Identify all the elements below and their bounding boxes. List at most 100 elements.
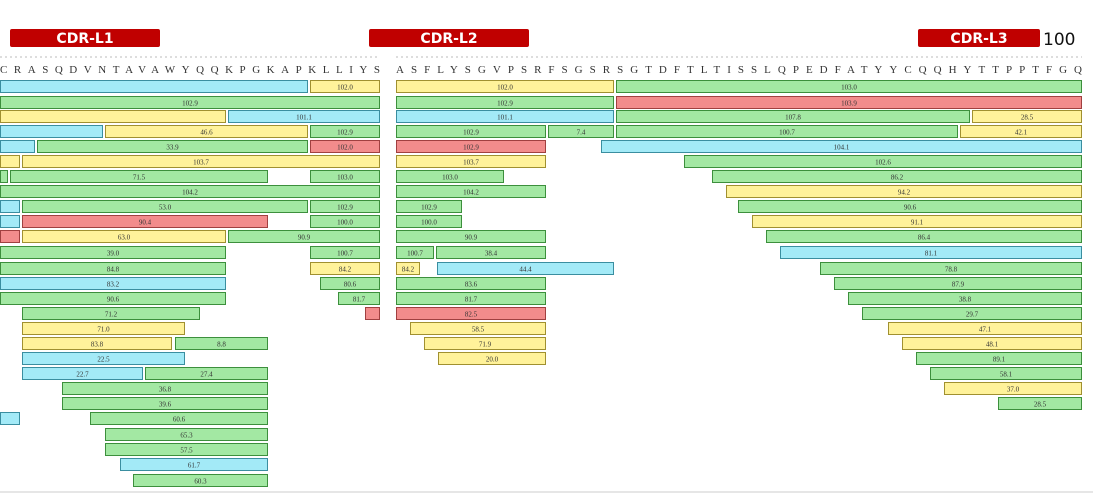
peptide-label: 36.8 bbox=[159, 386, 172, 394]
peptide-label: 90.4 bbox=[139, 219, 152, 227]
peptide-bar bbox=[396, 292, 546, 305]
peptide-bar bbox=[0, 80, 308, 93]
peptide-bar bbox=[396, 96, 614, 109]
peptide-bar bbox=[396, 200, 462, 213]
peptide-label: 104.2 bbox=[182, 189, 198, 197]
peptide-label: 102.0 bbox=[337, 144, 353, 152]
peptide-bar bbox=[22, 200, 308, 213]
peptide-label: 63.0 bbox=[118, 234, 131, 242]
peptide-label: 60.6 bbox=[173, 416, 186, 424]
peptide-label: 90.6 bbox=[904, 204, 917, 212]
peptide-label: 38.4 bbox=[485, 250, 498, 258]
peptide-label: 28.5 bbox=[1021, 114, 1034, 122]
peptide-bar bbox=[105, 443, 268, 456]
peptide-bar bbox=[10, 170, 268, 183]
peptide-label: 58.1 bbox=[1000, 371, 1013, 379]
cdr-label: CDR-L2 bbox=[420, 31, 477, 47]
cdr-box bbox=[369, 29, 529, 47]
peptide-label: 29.7 bbox=[966, 311, 979, 319]
cdr-box bbox=[918, 29, 1040, 47]
peptide-bar bbox=[834, 277, 1082, 290]
peptide-label: 100.7 bbox=[407, 250, 423, 258]
peptide-bar bbox=[310, 140, 380, 153]
peptide-label: 90.9 bbox=[465, 234, 478, 242]
peptide-label: 39.0 bbox=[107, 250, 120, 258]
peptide-bar bbox=[0, 185, 380, 198]
peptide-bar bbox=[726, 185, 1082, 198]
peptide-label: 48.1 bbox=[986, 341, 999, 349]
peptide-bar bbox=[0, 110, 226, 123]
peptide-bar bbox=[62, 397, 268, 410]
peptide-label: 103.0 bbox=[337, 174, 353, 182]
peptide-label: 83.6 bbox=[465, 281, 478, 289]
peptide-label: 38.8 bbox=[959, 296, 972, 304]
peptide-label: 7.4 bbox=[577, 129, 586, 137]
peptide-label: 81.1 bbox=[925, 250, 938, 258]
peptide-label: 84.2 bbox=[339, 266, 352, 274]
peptide-bar bbox=[0, 292, 226, 305]
peptide-bar bbox=[105, 125, 308, 138]
peptide-bar bbox=[396, 215, 462, 228]
peptide-label: 53.0 bbox=[159, 204, 172, 212]
peptide-bar bbox=[62, 382, 268, 395]
peptide-bar bbox=[0, 412, 20, 425]
peptide-label: 37.0 bbox=[1007, 386, 1020, 394]
peptide-bar bbox=[944, 382, 1082, 395]
peptide-bar bbox=[548, 125, 614, 138]
peptide-bar bbox=[396, 125, 546, 138]
peptide-label: 104.1 bbox=[834, 144, 850, 152]
peptide-label: 81.7 bbox=[353, 296, 366, 304]
peptide-label: 82.5 bbox=[465, 311, 478, 319]
cdr-box bbox=[10, 29, 160, 47]
peptide-bar bbox=[310, 215, 380, 228]
peptide-label: 22.5 bbox=[97, 356, 110, 364]
peptide-label: 101.1 bbox=[296, 114, 312, 122]
peptide-bar bbox=[310, 125, 380, 138]
peptide-label: 58.5 bbox=[472, 326, 485, 334]
peptide-label: 80.6 bbox=[344, 281, 357, 289]
peptide-bar bbox=[22, 337, 172, 350]
cdr-label: CDR-L1 bbox=[56, 31, 113, 47]
peptide-label: 103.9 bbox=[841, 100, 857, 108]
peptide-bar bbox=[22, 322, 185, 335]
peptide-bar bbox=[616, 125, 958, 138]
peptide-bar bbox=[0, 246, 226, 259]
peptide-bar bbox=[396, 246, 434, 259]
peptide-label: 83.2 bbox=[107, 281, 120, 289]
peptide-label: 57.5 bbox=[180, 447, 193, 455]
peptide-label: 102.9 bbox=[337, 204, 353, 212]
peptide-label: 102.6 bbox=[875, 159, 891, 167]
peptide-bar bbox=[424, 337, 546, 350]
peptide-bar bbox=[396, 155, 546, 168]
peptide-label: 65.3 bbox=[180, 432, 193, 440]
peptide-bar bbox=[616, 80, 1082, 93]
peptide-label: 102.9 bbox=[421, 204, 437, 212]
peptide-bar bbox=[437, 262, 614, 275]
peptide-bar bbox=[310, 170, 380, 183]
peptide-bar bbox=[0, 262, 226, 275]
peptide-label: 102.9 bbox=[182, 100, 198, 108]
peptide-label: 102.9 bbox=[337, 129, 353, 137]
peptide-bar bbox=[0, 200, 20, 213]
peptide-label: 102.0 bbox=[337, 84, 353, 92]
peptide-label: 103.7 bbox=[463, 159, 479, 167]
peptide-bar bbox=[0, 230, 20, 243]
peptide-bar bbox=[37, 140, 308, 153]
peptide-bar bbox=[960, 125, 1082, 138]
peptide-bar bbox=[105, 428, 268, 441]
peptide-label: 83.8 bbox=[91, 341, 104, 349]
peptide-bar bbox=[0, 155, 20, 168]
peptide-bar bbox=[766, 230, 1082, 243]
peptide-bar bbox=[436, 246, 546, 259]
peptide-label: 61.7 bbox=[188, 462, 201, 470]
peptide-bar bbox=[930, 367, 1082, 380]
peptide-bar bbox=[780, 246, 1082, 259]
peptide-label: 81.7 bbox=[465, 296, 478, 304]
peptide-bar bbox=[712, 170, 1082, 183]
peptide-bar bbox=[998, 397, 1082, 410]
peptide-bar bbox=[22, 215, 268, 228]
peptide-label: 22.7 bbox=[76, 371, 89, 379]
peptide-label: 28.5 bbox=[1034, 401, 1047, 409]
peptide-label: 84.8 bbox=[107, 266, 120, 274]
